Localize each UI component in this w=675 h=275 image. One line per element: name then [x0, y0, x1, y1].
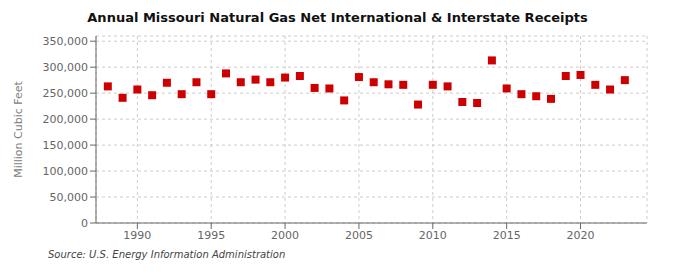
svg-text:2020: 2020	[567, 229, 595, 242]
svg-text:2005: 2005	[345, 229, 373, 242]
svg-text:100,000: 100,000	[43, 165, 89, 178]
svg-text:Million Cubic Feet: Million Cubic Feet	[12, 80, 25, 177]
svg-text:2010: 2010	[419, 229, 447, 242]
svg-text:250,000: 250,000	[43, 87, 89, 100]
svg-text:50,000: 50,000	[50, 191, 89, 204]
svg-text:350,000: 350,000	[43, 35, 89, 48]
svg-text:2015: 2015	[493, 229, 521, 242]
svg-text:200,000: 200,000	[43, 113, 89, 126]
svg-text:0: 0	[81, 217, 88, 230]
html-text:Annual Missouri Natural Gas Ne: Annual Missouri Natural Gas Net Internat…	[87, 10, 588, 25]
svg-text:150,000: 150,000	[43, 139, 89, 152]
svg-text:1995: 1995	[197, 229, 225, 242]
svg-text:2000: 2000	[271, 229, 299, 242]
svg-text:1990: 1990	[123, 229, 151, 242]
html-text:Source: U.S. Energy Informatio: Source: U.S. Energy Information Administ…	[48, 249, 286, 260]
svg-text:300,000: 300,000	[43, 61, 89, 74]
